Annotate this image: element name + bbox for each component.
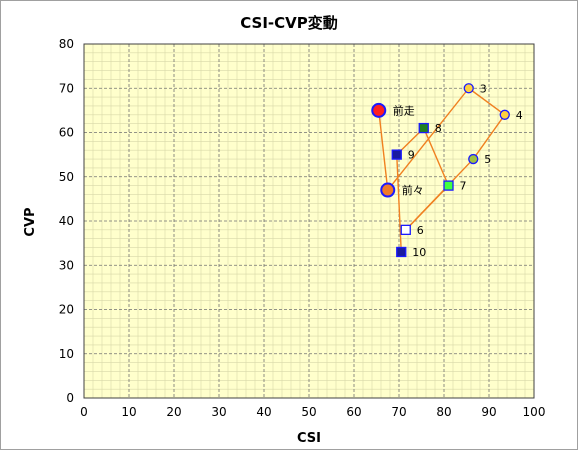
point-label: 6: [417, 224, 424, 237]
x-tick-label: 80: [436, 405, 451, 419]
x-tick-label: 50: [301, 405, 316, 419]
y-tick-label: 70: [59, 81, 74, 95]
connector-segment: [472, 114, 506, 160]
point-marker-square: [418, 122, 429, 134]
point-label: 7: [460, 180, 467, 193]
y-axis-title: CVP: [23, 207, 38, 236]
plot-border: [83, 43, 535, 399]
chart-title: CSI-CVP変動: [240, 14, 338, 32]
point-marker-circle: [380, 182, 396, 198]
y-tick-label: 50: [59, 170, 74, 184]
y-tick-label: 10: [59, 347, 74, 361]
y-tick-label: 40: [59, 214, 74, 228]
point-label: 9: [408, 149, 415, 162]
point-label: 10: [412, 246, 426, 259]
point-label: 3: [480, 82, 487, 95]
y-tick-label: 0: [66, 391, 74, 405]
y-tick-label: 60: [59, 126, 74, 140]
point-marker-square: [391, 149, 402, 160]
y-tick-label: 20: [59, 303, 74, 317]
point-marker-circle: [499, 109, 510, 120]
point-marker-square: [396, 246, 407, 258]
grid: [83, 43, 535, 399]
x-tick-label: 100: [523, 405, 546, 419]
point-label: 前々: [402, 183, 424, 197]
connector-segment: [396, 154, 402, 253]
connector-lines: [378, 87, 506, 253]
x-tick-label: 70: [391, 405, 406, 419]
point-label: 5: [484, 153, 491, 166]
x-axis-title: CSI: [297, 431, 321, 446]
x-tick-label: 40: [256, 405, 271, 419]
y-tick-label: 80: [59, 37, 74, 51]
point-marker-square: [400, 224, 411, 236]
x-tick-label: 20: [166, 405, 181, 419]
point-label: 8: [435, 122, 442, 135]
connector-segment: [405, 185, 450, 231]
y-tick-label: 30: [59, 258, 74, 272]
connector-segment: [378, 110, 389, 191]
x-tick-label: 30: [211, 405, 226, 419]
connector-segment: [468, 87, 506, 116]
connector-segment: [423, 127, 450, 186]
point-marker-circle: [371, 102, 387, 118]
point-label: 前走: [393, 103, 415, 117]
point-marker-square: [443, 180, 454, 191]
x-tick-label: 90: [481, 405, 496, 419]
point-marker-circle: [463, 83, 474, 94]
point-label: 4: [516, 109, 523, 122]
point-marker-circle: [468, 153, 479, 165]
x-tick-label: 60: [346, 405, 361, 419]
x-tick-label: 10: [121, 405, 136, 419]
x-tick-label: 0: [80, 405, 88, 419]
tick-labels: 0 10 20 30 40 50 60 70 80 90 100 0 10 20 30 40 50 60 70 80: [59, 37, 546, 419]
